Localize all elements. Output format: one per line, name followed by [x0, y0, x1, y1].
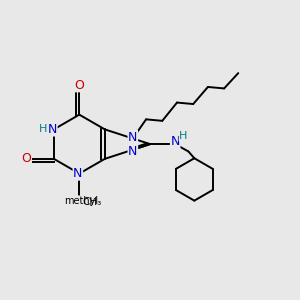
Text: O: O	[22, 152, 32, 165]
Text: H: H	[39, 124, 48, 134]
Text: N: N	[73, 167, 83, 180]
Text: N: N	[48, 123, 57, 136]
Text: O: O	[74, 79, 84, 92]
Text: N: N	[128, 145, 137, 158]
Text: methyl: methyl	[64, 196, 98, 206]
Text: N: N	[128, 130, 137, 143]
Text: H: H	[179, 131, 188, 141]
Text: N: N	[170, 135, 180, 148]
Text: CH₃: CH₃	[82, 197, 101, 207]
